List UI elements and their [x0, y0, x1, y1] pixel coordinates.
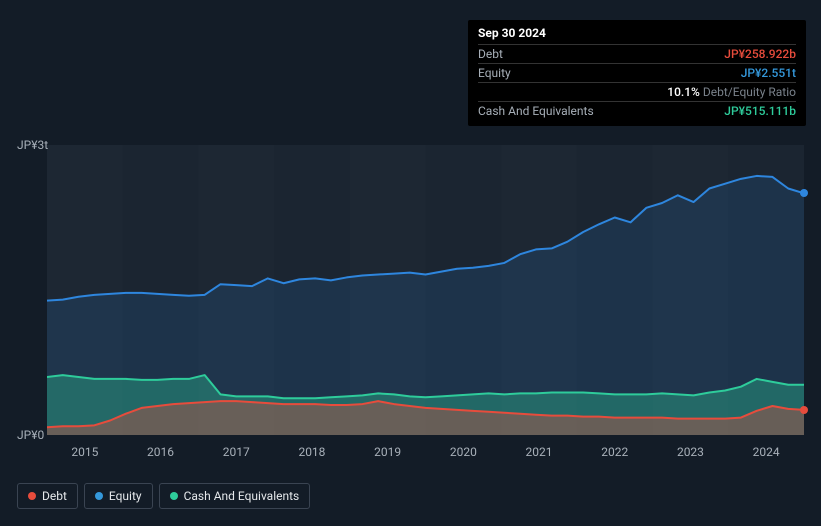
tooltip-row: Cash And Equivalents JP¥515.111b	[478, 101, 796, 120]
tooltip-label: Debt	[478, 47, 608, 61]
x-axis: 2015 2016 2017 2018 2019 2020 2021 2022 2023 2024	[47, 445, 804, 465]
x-axis-label: 2017	[223, 445, 250, 459]
tooltip-label: Equity	[478, 66, 608, 80]
tooltip-rows: Debt JP¥258.922b Equity JP¥2.551t 10.1% Debt…	[478, 44, 796, 120]
tooltip-label: Cash And Equivalents	[478, 104, 608, 118]
chart-plot[interactable]	[47, 145, 804, 435]
legend-dot-icon	[170, 492, 178, 500]
legend-item[interactable]: Debt	[17, 483, 78, 509]
x-axis-label: 2022	[601, 445, 628, 459]
series-end-dot	[800, 406, 808, 414]
tooltip-row: 10.1% Debt/Equity Ratio	[478, 82, 796, 101]
legend-item[interactable]: Equity	[84, 483, 153, 509]
legend-label: Equity	[109, 489, 142, 503]
legend-label: Cash And Equivalents	[184, 489, 300, 503]
tooltip-date: Sep 30 2024	[478, 26, 796, 44]
y-axis-label: JP¥0	[17, 428, 42, 442]
chart-tooltip: Sep 30 2024 Debt JP¥258.922b Equity JP¥2.55…	[468, 20, 806, 126]
x-axis-label: 2018	[298, 445, 325, 459]
x-axis-label: 2016	[147, 445, 174, 459]
x-axis-label: 2021	[526, 445, 553, 459]
series-end-dot	[800, 189, 808, 197]
tooltip-value: JP¥515.111b	[724, 104, 796, 118]
tooltip-value: JP¥2.551t	[741, 66, 796, 80]
x-axis-label: 2015	[71, 445, 98, 459]
tooltip-label	[478, 85, 608, 99]
y-axis-label: JP¥3t	[17, 138, 42, 152]
tooltip-value: 10.1% Debt/Equity Ratio	[667, 85, 796, 99]
legend-dot-icon	[95, 492, 103, 500]
x-axis-label: 2020	[450, 445, 477, 459]
legend-dot-icon	[28, 492, 36, 500]
chart-container: 2015 2016 2017 2018 2019 2020 2021 2022 2023 2024…	[17, 125, 804, 470]
legend-item[interactable]: Cash And Equivalents	[159, 483, 311, 509]
legend-label: Debt	[42, 489, 67, 503]
x-axis-label: 2019	[374, 445, 401, 459]
tooltip-row: Equity JP¥2.551t	[478, 63, 796, 82]
tooltip-value: JP¥258.922b	[724, 47, 796, 61]
x-axis-label: 2023	[677, 445, 704, 459]
tooltip-row: Debt JP¥258.922b	[478, 44, 796, 63]
chart-legend: Debt Equity Cash And Equivalents	[17, 483, 310, 509]
chart-svg	[47, 145, 804, 435]
x-axis-label: 2024	[753, 445, 780, 459]
